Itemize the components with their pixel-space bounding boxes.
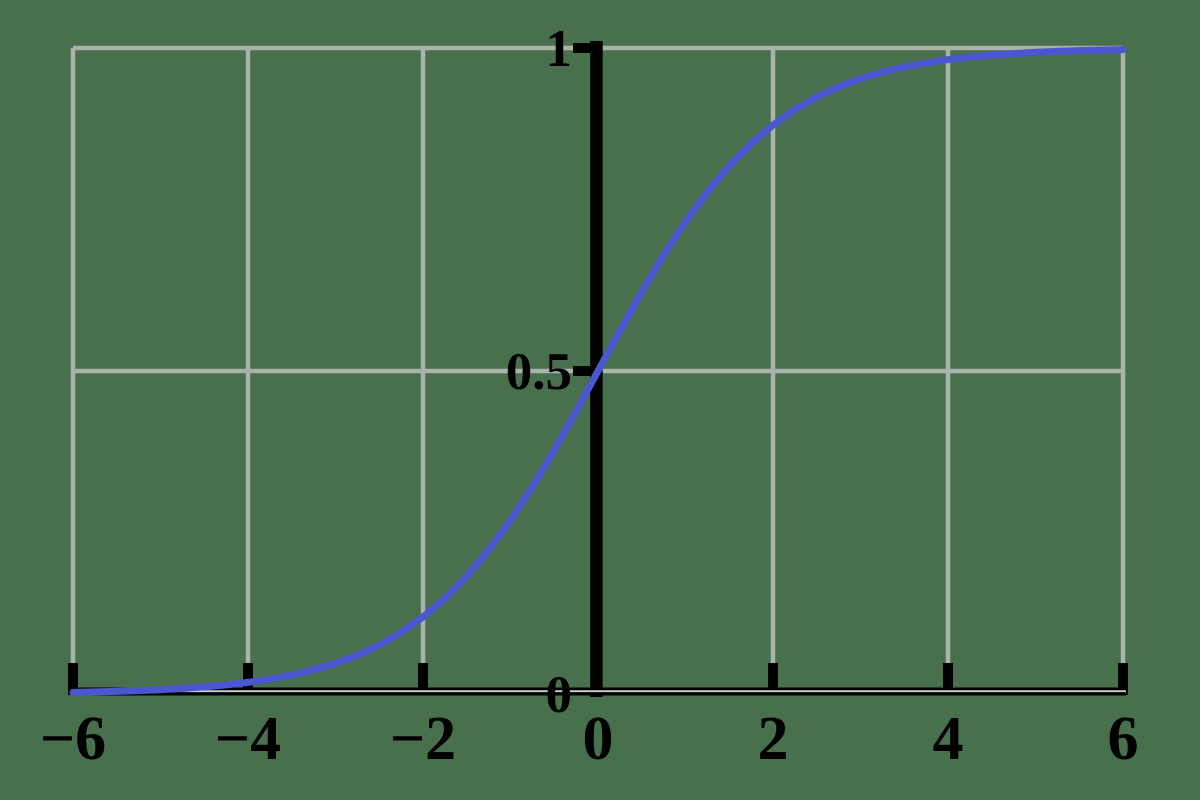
tick-labels: −6 −4 −2 0 2 4 6 0 0.5 1 [40,20,1139,773]
sigmoid-curve [69,46,1127,696]
y-tick-label: 0.5 [506,343,572,401]
x-tick-mark [68,663,78,695]
x-tick-mark [418,663,428,695]
x-tick-mark [1118,663,1128,695]
y-tick-mark [573,366,603,376]
curve-layer [69,46,1127,696]
x-tick-mark [768,663,778,695]
x-tick-label: 6 [1108,705,1139,773]
x-tick-label: 0 [583,705,614,773]
x-tick-mark [943,663,953,695]
x-tick-label: −2 [390,705,456,773]
x-tick-label: 2 [758,705,789,773]
y-tick-label: 0 [546,666,573,724]
y-tick-mark [573,43,603,53]
x-tick-label: −4 [215,705,281,773]
x-tick-label: 4 [933,705,964,773]
x-tick-label: −6 [40,705,106,773]
y-tick-label: 1 [546,20,573,78]
